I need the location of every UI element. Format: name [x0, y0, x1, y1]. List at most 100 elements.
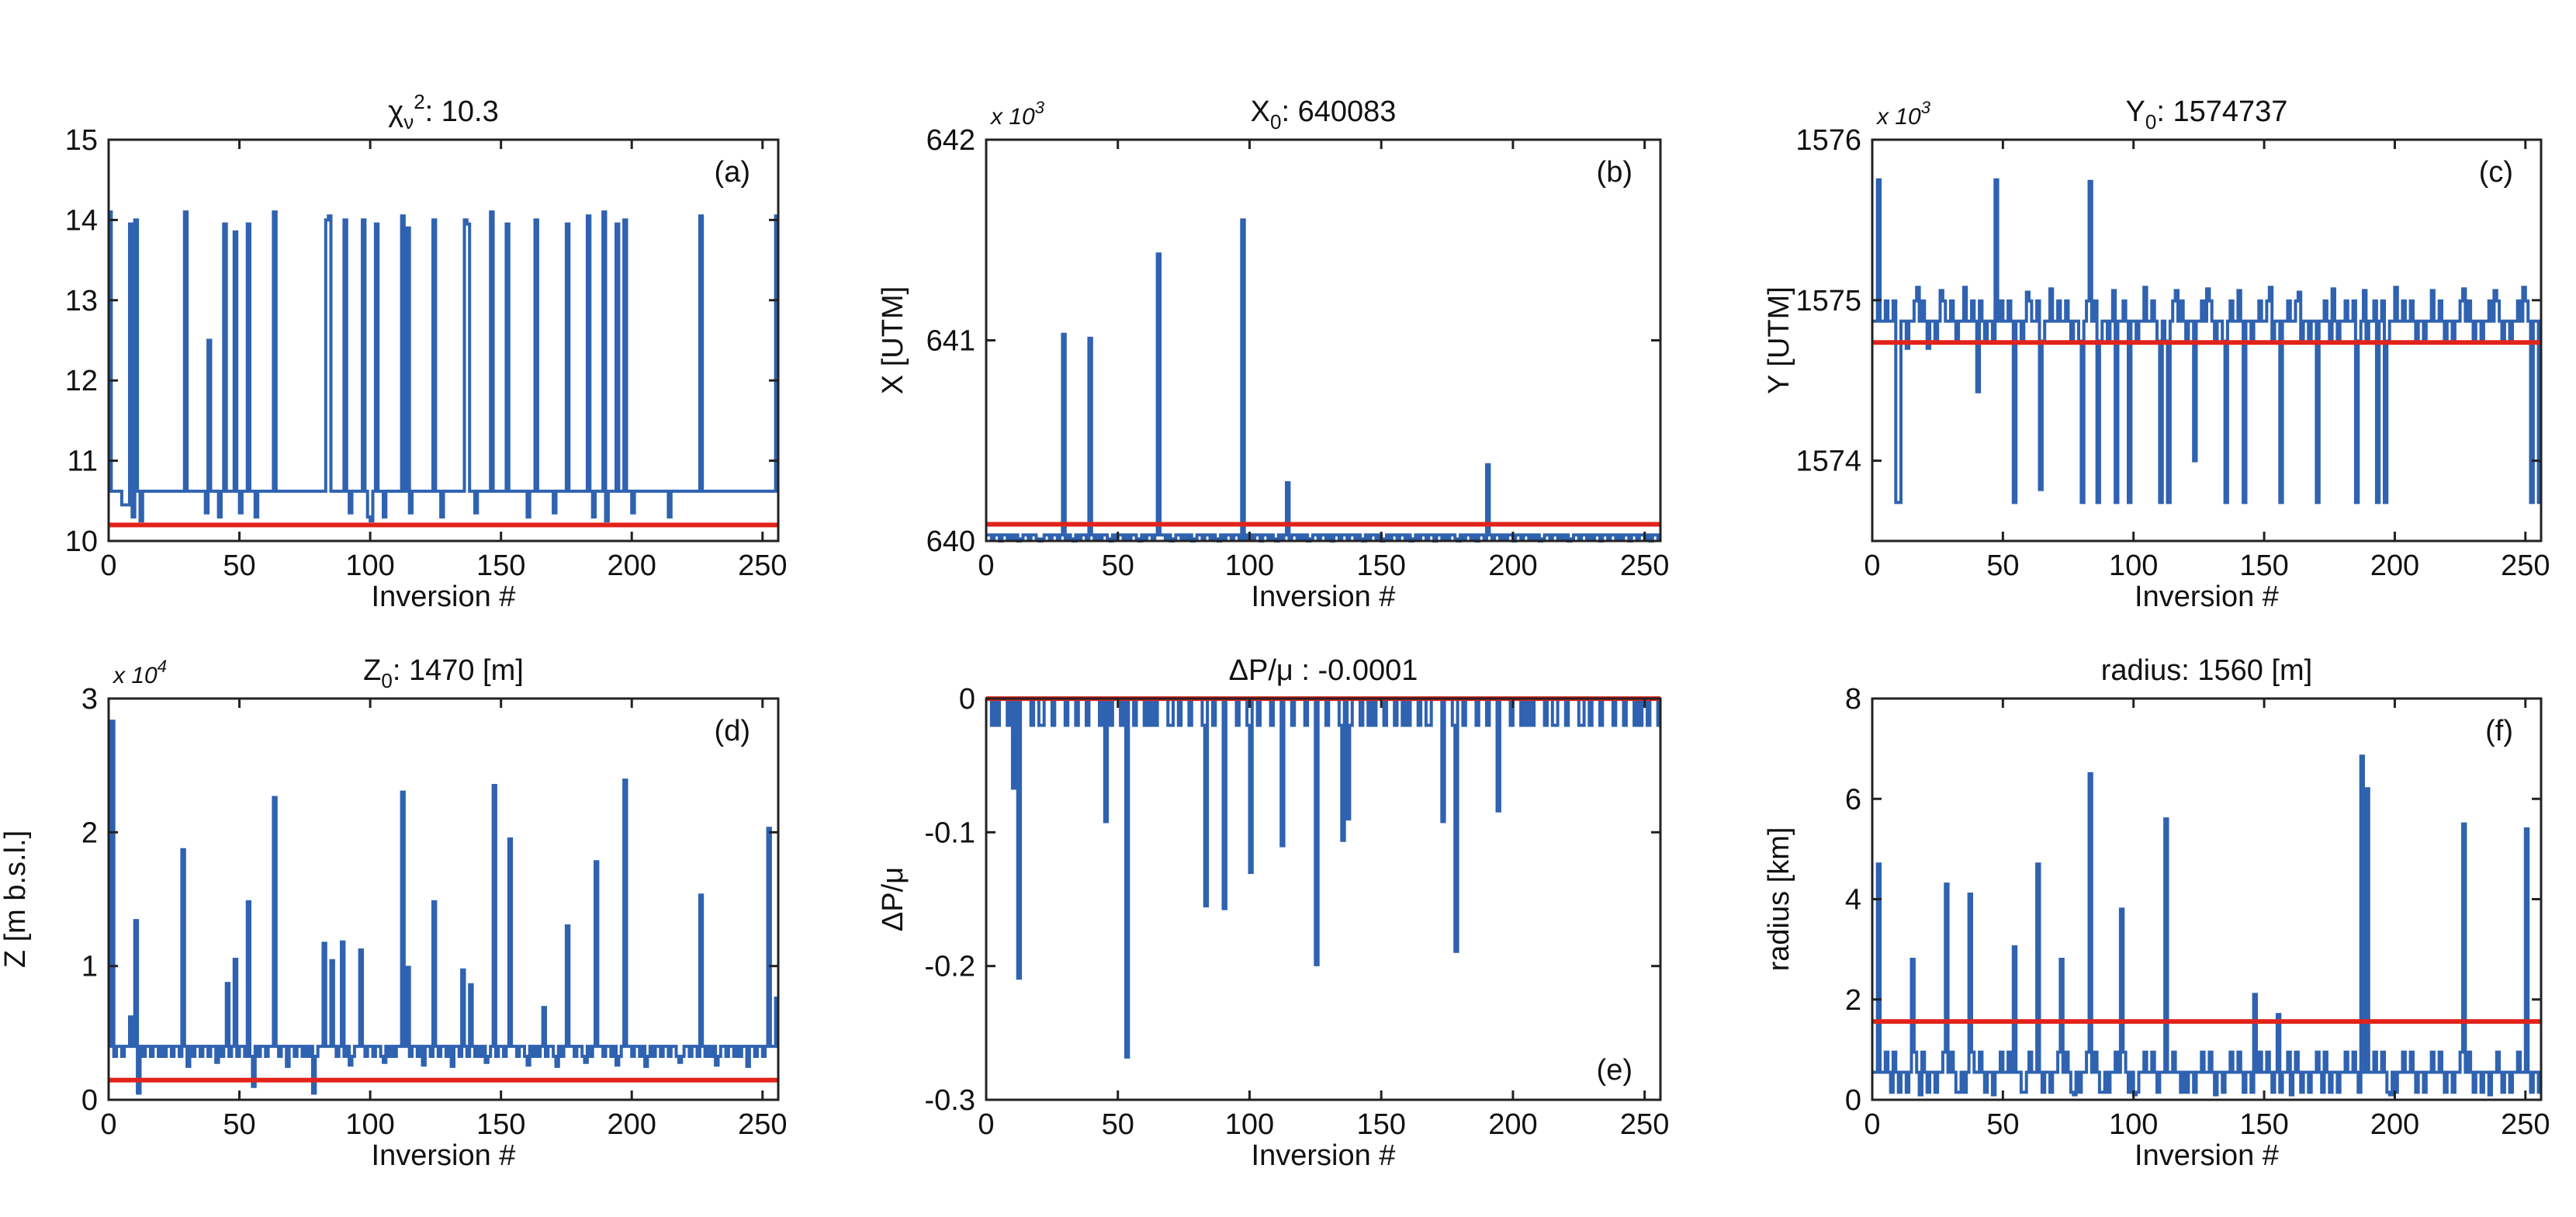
x-tick-label: 100: [2109, 1108, 2158, 1141]
axes-frame: [985, 697, 1662, 1101]
panel-letter: (f): [2485, 715, 2513, 747]
x-axis-label: Inversion #: [1252, 581, 1396, 613]
panel-letter: (e): [1597, 1054, 1633, 1087]
y-tick-label: -0.2: [925, 951, 975, 983]
y-tick-label: 1574: [1795, 446, 1861, 478]
y-tick-label: 1575: [1795, 285, 1861, 317]
x-tick-label: 0: [1864, 550, 1880, 582]
x-axis-label: Inversion #: [2135, 581, 2279, 613]
y-tick-label: 6: [1845, 783, 1861, 816]
x-tick-label: 0: [100, 1108, 116, 1141]
panel-title: radius: 1560 [m]: [2101, 654, 2312, 687]
y-tick-label: 4: [1845, 884, 1861, 917]
y-tick-label: 641: [926, 325, 975, 358]
x-tick-label: 100: [2109, 550, 2158, 582]
x-tick-label: 50: [1986, 1108, 2019, 1141]
x-tick-label: 150: [1356, 550, 1405, 582]
x-tick-label: 200: [1488, 1108, 1537, 1141]
x-tick-label: 50: [1102, 550, 1134, 582]
x-tick-label: 150: [2239, 1108, 2288, 1141]
series-line: [986, 697, 1660, 1059]
axes-frame: [985, 138, 1662, 543]
x-tick-label: 0: [1864, 1108, 1880, 1141]
panel-title: X0: 640083: [1251, 95, 1397, 133]
x-tick-label: 150: [476, 550, 525, 582]
x-tick-label: 250: [738, 550, 787, 582]
y-axis-label: radius [km]: [1763, 827, 1795, 972]
x-tick-label: 250: [1620, 1108, 1669, 1141]
x-tick-label: 0: [978, 550, 994, 582]
x-tick-label: 0: [978, 1108, 994, 1141]
panel-title: Z0: 1470 [m]: [363, 654, 524, 692]
y-tick-label: 640: [926, 525, 975, 558]
axes-frame: [107, 697, 780, 1101]
x-tick-label: 200: [2370, 550, 2419, 582]
axes-frame: [107, 138, 780, 543]
y-tick-label: 0: [959, 683, 975, 716]
y-tick-label: -0.3: [925, 1084, 975, 1117]
x-axis-label: Inversion #: [372, 581, 516, 613]
x-tick-label: 150: [2239, 550, 2288, 582]
y-tick-label: 1: [81, 951, 98, 983]
series-line: [109, 719, 778, 1095]
x-tick-label: 100: [345, 1108, 394, 1141]
y-axis-label: Z [m b.s.l.]: [0, 830, 32, 968]
x-tick-label: 50: [223, 550, 255, 582]
x-tick-label: 100: [1225, 1108, 1274, 1141]
y-tick-label: 2: [1845, 984, 1861, 1017]
y-tick-label: 15: [65, 124, 98, 157]
axes-frame: [1871, 138, 2543, 543]
chart-panel-a: 0 50 100 150 200 250 10 11 12 13 14 15 Inversion # χν…: [65, 90, 788, 613]
x-tick-label: 250: [2501, 550, 2550, 582]
chart-panel-e: 0 50 100 150 200 250 -0.3 -0.2 -0.1 0 ΔP/μ ΔP/μ : -…: [877, 654, 1669, 1141]
axis-multiplier: x 104: [112, 657, 167, 688]
y-tick-label: 2: [81, 817, 98, 849]
y-tick-label: 12: [65, 365, 98, 397]
panel-letter: (c): [2479, 156, 2513, 189]
x-tick-label: 150: [1356, 1108, 1405, 1141]
x-tick-label: 0: [100, 550, 116, 582]
y-tick-label: 14: [65, 204, 98, 237]
x-tick-label: 200: [1488, 550, 1537, 582]
y-tick-label: 1576: [1795, 124, 1861, 157]
y-axis-label: X [UTM]: [877, 286, 909, 394]
panel-letter: (b): [1597, 156, 1633, 189]
x-axis-label: Inversion #: [2135, 1139, 2279, 1172]
x-tick-label: 50: [1986, 550, 2019, 582]
panel-letter: (a): [715, 156, 750, 189]
series-line: [986, 218, 1660, 543]
chart-panel-b: 0 50 100 150 200 250 640 641 642 Inversion # X [UT…: [877, 95, 1669, 613]
y-tick-label: 8: [1845, 683, 1861, 716]
series-line: [1872, 754, 2541, 1097]
panel-title: ΔP/μ : -0.0001: [1229, 654, 1418, 687]
x-tick-label: 250: [1620, 550, 1669, 582]
x-tick-label: 100: [1225, 550, 1274, 582]
x-tick-label: 200: [608, 550, 656, 582]
chart-panel-d: 0 50 100 150 200 250 0 1 2 3 Inversion # Z [m b.s.l…: [0, 654, 787, 1172]
y-tick-label: 0: [1845, 1084, 1861, 1117]
chart-panel-f: 0 50 100 150 200 250 0 2 4 6 8 Inversion # radius [k…: [1763, 654, 2550, 1172]
panel-title: χν2: 10.3: [388, 90, 499, 133]
y-tick-label: 642: [926, 124, 975, 157]
y-tick-label: 11: [68, 446, 98, 478]
x-tick-label: 200: [2370, 1108, 2419, 1141]
x-tick-label: 50: [223, 1108, 255, 1141]
y-tick-label: 10: [65, 525, 98, 558]
x-tick-label: 200: [608, 1108, 656, 1141]
x-axis-label: Inversion #: [372, 1139, 516, 1172]
y-axis-label: ΔP/μ: [877, 867, 909, 931]
x-tick-label: 250: [2501, 1108, 2550, 1141]
x-axis-label: Inversion #: [1252, 1139, 1396, 1172]
chart-panel-c: 0 50 100 150 200 250 1574 1575 1576 Inversion # Y …: [1763, 95, 2550, 613]
x-tick-label: 100: [345, 550, 394, 582]
x-tick-label: 150: [476, 1108, 525, 1141]
y-tick-label: -0.1: [925, 817, 975, 849]
y-tick-label: 0: [81, 1084, 98, 1117]
y-tick-label: 3: [81, 683, 98, 716]
y-axis-label: Y [UTM]: [1763, 286, 1795, 394]
x-tick-label: 250: [738, 1108, 787, 1141]
panel-title: Y0: 1574737: [2126, 95, 2288, 133]
axis-multiplier: x 103: [1875, 98, 1931, 130]
x-tick-label: 50: [1102, 1108, 1134, 1141]
